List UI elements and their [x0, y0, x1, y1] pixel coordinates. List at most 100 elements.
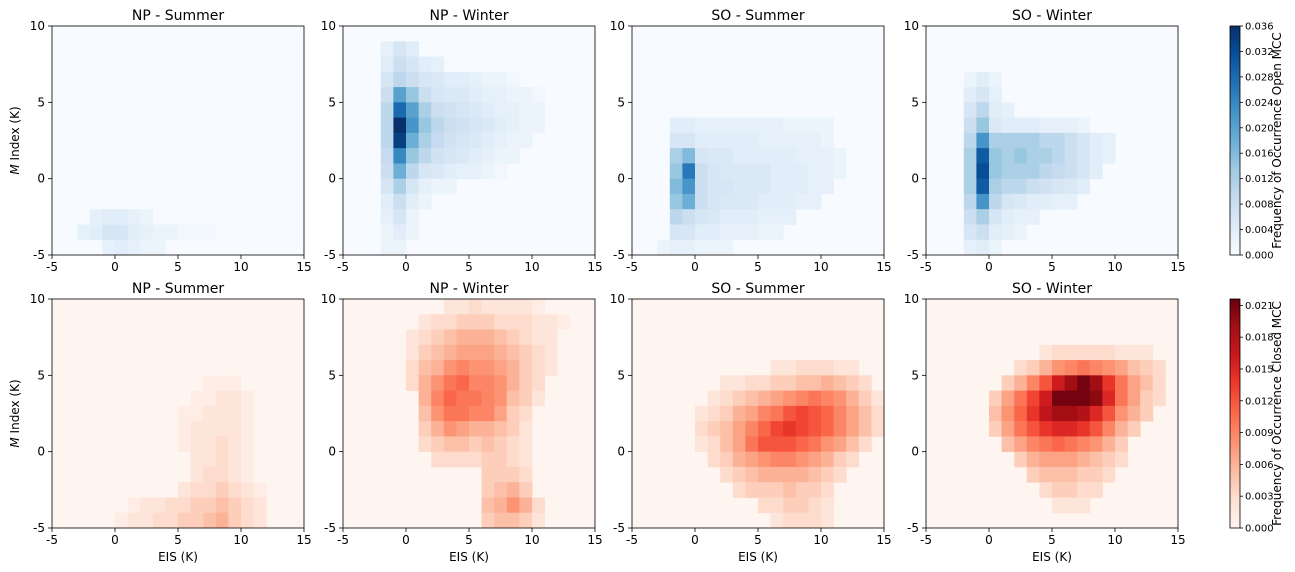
heatmap-cell [203, 497, 217, 514]
x-tick-label: -5 [626, 533, 638, 547]
heatmap-cell [1127, 375, 1141, 391]
heatmap-cell [783, 466, 797, 483]
heatmap-cell [808, 117, 822, 134]
heatmap-cell [1052, 497, 1065, 514]
heatmap-cell [380, 239, 394, 256]
heatmap-cell [783, 482, 797, 498]
heatmap-cell [1001, 405, 1015, 422]
heatmap-cell [1001, 102, 1015, 118]
heatmap-cell [1077, 497, 1091, 514]
heatmap-cell [1039, 466, 1053, 483]
heatmap-cell [732, 224, 746, 241]
heatmap-cell [833, 163, 847, 180]
colorbar-tick-label: 0.028 [1245, 72, 1274, 83]
heatmap-cell [1052, 466, 1065, 483]
heatmap-cell [443, 132, 457, 149]
heatmap-cell [783, 436, 797, 453]
heatmap-cell [456, 360, 470, 376]
heatmap-cell [380, 209, 394, 225]
panel-title: NP - Summer [132, 8, 225, 24]
heatmap-cell [695, 239, 708, 256]
heatmap-cell [228, 466, 242, 483]
heatmap-cell [695, 163, 708, 180]
heatmap-cell [1077, 405, 1091, 422]
heatmap-cell [443, 451, 457, 468]
heatmap-cell [241, 466, 254, 483]
heatmap-cell [481, 102, 495, 118]
heatmap-cell [1039, 360, 1053, 376]
heatmap-cell [795, 482, 809, 498]
heatmap-cell [431, 436, 445, 453]
heatmap-cell [506, 314, 520, 330]
heatmap-cell [532, 360, 545, 376]
heatmap-cell [1001, 117, 1015, 134]
heatmap-cell [1064, 451, 1078, 468]
heatmap-cell [532, 117, 545, 134]
heatmap-cell [1089, 375, 1103, 391]
heatmap-cell [506, 466, 520, 483]
heatmap-cell [519, 329, 533, 346]
heatmap-cell [418, 163, 432, 180]
heatmap-cell [241, 390, 254, 407]
heatmap-cell [203, 512, 217, 529]
heatmap-cell [871, 405, 885, 422]
heatmap-cell [115, 512, 128, 529]
heatmap-cell [707, 209, 721, 225]
heatmap-cell [406, 41, 419, 57]
heatmap-cell [833, 436, 847, 453]
heatmap-cell [795, 512, 809, 529]
x-axis-label: EIS (K) [738, 550, 778, 564]
heatmap-cell [469, 299, 482, 315]
heatmap-cell [821, 163, 834, 180]
y-tick-label: 0 [328, 172, 336, 186]
heatmap-cell [770, 466, 784, 483]
heatmap-cell [821, 178, 834, 195]
heatmap-cell [190, 451, 204, 468]
heatmap-cell [1077, 148, 1091, 164]
heatmap-cell [115, 224, 128, 241]
heatmap-cell [241, 512, 254, 529]
heatmap-cell [532, 299, 545, 315]
heatmap-cell [846, 390, 860, 407]
heatmap-cell [506, 87, 520, 103]
heatmap-cell [1064, 390, 1078, 407]
heatmap-cell [745, 178, 759, 195]
y-tick-label: 10 [610, 19, 625, 33]
heatmap-cell [682, 132, 696, 149]
heatmap-cell [833, 390, 847, 407]
heatmap-cell [1014, 148, 1028, 164]
heatmap-cell [1077, 482, 1091, 498]
heatmap-cell [1014, 163, 1028, 180]
heatmap-cell [1127, 421, 1141, 437]
heatmap-cell [783, 178, 797, 195]
heatmap-cell [1064, 178, 1078, 195]
heatmap-cell [821, 132, 834, 149]
heatmap-cell [532, 329, 545, 346]
heatmap-cell [1102, 148, 1116, 164]
heatmap-cell [418, 117, 432, 134]
heatmap-cell [758, 482, 771, 498]
heatmap-cell [506, 148, 520, 164]
heatmap-cell [506, 436, 520, 453]
heatmap-cell [406, 117, 419, 134]
heatmap-cell [1014, 405, 1028, 422]
heatmap-cell [469, 421, 482, 437]
heatmap-panel: NP - Summer -5 0 5 10 15 -5 0 5 10 M Index (K) [8, 8, 312, 274]
heatmap-cell [707, 132, 721, 149]
heatmap-cell [720, 239, 734, 256]
heatmap-cell [532, 375, 545, 391]
heatmap-cell [215, 512, 229, 529]
heatmap-cell [481, 482, 495, 498]
heatmap-cell [732, 375, 746, 391]
heatmap-cell [77, 224, 91, 241]
heatmap-cell [963, 193, 977, 210]
colorbar-gradient [1230, 299, 1240, 528]
heatmap-cell [380, 102, 394, 118]
heatmap-cell [1052, 405, 1065, 422]
heatmap-cell [682, 117, 696, 134]
heatmap-cell [1001, 163, 1015, 180]
y-tick-label: 0 [617, 445, 625, 459]
heatmap-cell [380, 41, 394, 57]
heatmap-cell [178, 482, 191, 498]
heatmap-cell [532, 87, 545, 103]
